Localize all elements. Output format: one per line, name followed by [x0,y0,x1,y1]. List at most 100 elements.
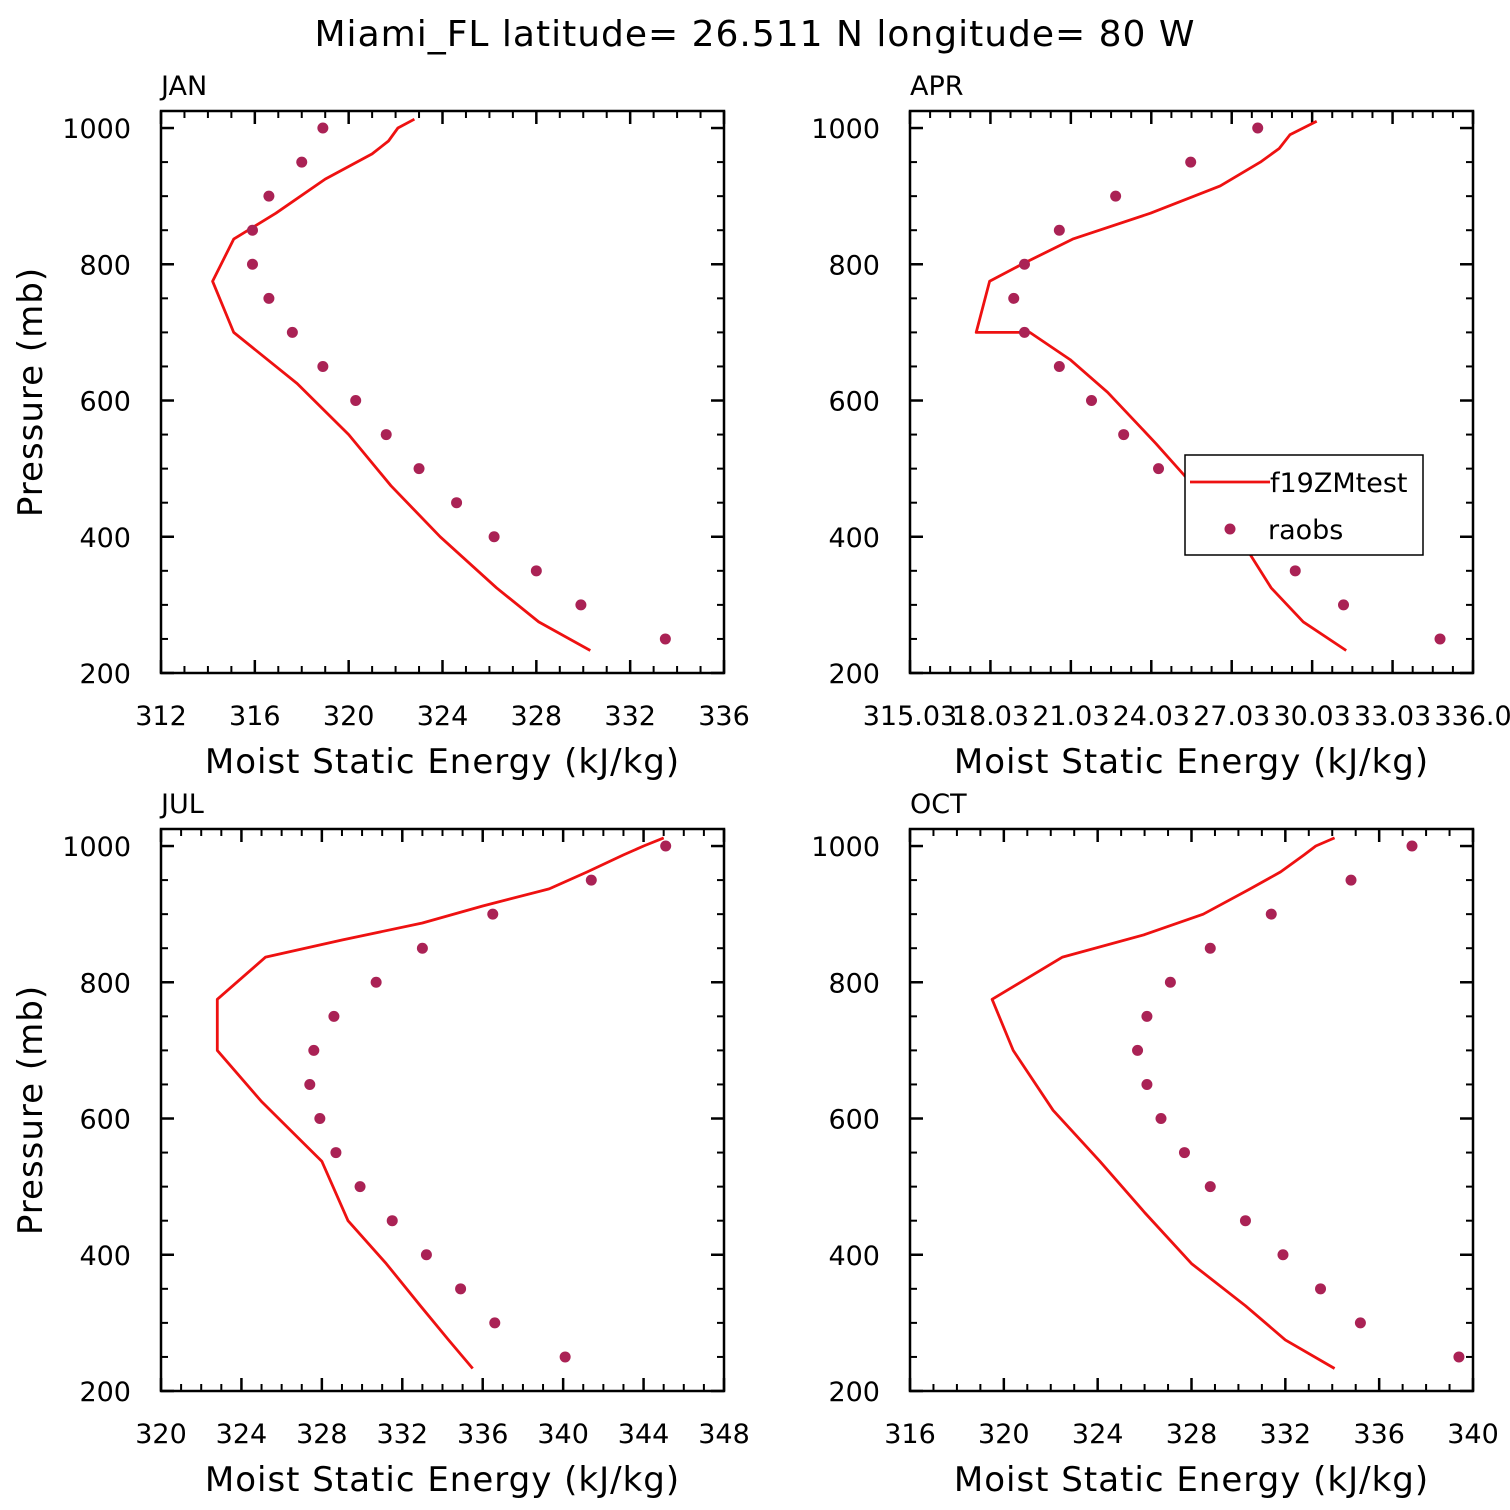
x-axis-label: Moist Static Energy (kJ/kg) [954,1460,1429,1500]
data-point-raobs [1434,633,1446,645]
x-tick-label: 324 [1072,1419,1124,1450]
y-tick-label: 800 [828,250,880,281]
y-tick-label: 600 [828,387,880,418]
data-point-raobs [1155,1113,1167,1125]
data-point-raobs [354,1181,366,1193]
x-tick-label: 24.03 [1113,701,1190,732]
data-point-raobs [1053,360,1065,372]
y-tick-label: 200 [828,1377,880,1408]
panel-oct: 316 320 324 328 332 336 340 200 400 600 800 1000 OCT… [811,789,1498,1500]
y-axis-label: Pressure (mb) [11,985,51,1235]
x-tick-label: 27.03 [1193,701,1270,732]
data-point-raobs [296,156,308,168]
data-point-raobs [317,122,329,134]
data-point-raobs [386,1215,398,1227]
panel-label: APR [910,71,964,102]
data-point-raobs [1018,258,1030,270]
data-point-raobs [317,360,329,372]
data-point-raobs [350,395,362,407]
data-point-raobs [1053,224,1065,236]
y-tick-label: 800 [79,250,131,281]
plot-frame [159,827,726,1393]
x-axis-label: Moist Static Energy (kJ/kg) [954,742,1429,782]
y-tick-label: 800 [79,968,131,999]
data-point-raobs [1204,1181,1216,1193]
x-tick-label: 328 [511,701,563,732]
data-point-raobs [1008,292,1020,304]
legend-box [1184,454,1424,556]
y-tick-label: 800 [828,968,880,999]
data-point-raobs [487,908,499,920]
data-point-raobs [1265,908,1277,920]
data-point-raobs [1453,1351,1465,1363]
x-tick-label: 312 [135,701,187,732]
panel-jan: 312 316 320 324 328 332 336 200 400 600 800 1000 JAN… [11,71,750,782]
data-point-raobs [308,1044,320,1056]
data-point-raobs [1086,395,1098,407]
y-tick-label: 1000 [811,832,880,863]
y-tick-label: 400 [828,1241,880,1272]
data-point-raobs [559,1351,571,1363]
x-tick-label: 332 [604,701,656,732]
data-point-raobs [575,599,587,611]
data-point-raobs [1132,1044,1144,1056]
y-tick-label: 400 [828,523,880,554]
data-point-raobs [1204,942,1216,954]
legend-dot-swatch [1224,523,1236,535]
x-tick-label: 332 [1260,1419,1312,1450]
data-point-raobs [370,976,382,988]
data-point-raobs [1239,1215,1251,1227]
data-point-raobs [246,224,258,236]
y-tick-label: 600 [79,387,131,418]
panel-label: JAN [159,71,207,102]
figure-title: Miami_FL latitude= 26.511 N longitude= 8… [315,14,1196,55]
data-point-raobs [1354,1317,1366,1329]
series-line-f19ZMtest [215,836,665,1370]
data-point-raobs [1252,122,1264,134]
data-point-raobs [1178,1147,1190,1159]
data-point-raobs [488,531,500,543]
x-tick-label: 21.03 [1032,701,1109,732]
data-point-raobs [416,942,428,954]
data-point-raobs [304,1078,316,1090]
data-point-raobs [1277,1249,1289,1261]
y-tick-label: 600 [828,1105,880,1136]
x-tick-label: 324 [216,1419,268,1450]
plot-frame [908,109,1475,675]
legend-label-raobs: raobs [1268,515,1343,546]
panel-label: OCT [910,789,967,820]
data-point-raobs [489,1317,501,1329]
plot-frame [908,827,1475,1393]
x-tick-label: 324 [417,701,469,732]
x-tick-label: 316 [884,1419,936,1450]
data-point-raobs [1185,156,1197,168]
data-point-raobs [314,1113,326,1125]
data-point-raobs [1153,463,1165,475]
x-tick-label: 320 [978,1419,1030,1450]
data-point-raobs [659,633,671,645]
series-line-f19ZMtest [990,836,1336,1370]
x-tick-label: 316 [229,701,281,732]
data-point-raobs [413,463,425,475]
data-point-raobs [420,1249,432,1261]
data-point-raobs [1345,874,1357,886]
x-tick-label: 340 [1447,1419,1499,1450]
data-point-raobs [246,258,258,270]
data-point-raobs [451,497,463,509]
x-tick-label: 336 [457,1419,509,1450]
data-point-raobs [263,292,275,304]
data-point-raobs [1118,429,1130,441]
x-tick-label: 328 [296,1419,348,1450]
panel-label: JUL [159,789,204,820]
x-tick-label: 336 [1353,1419,1405,1450]
y-tick-label: 600 [79,1105,131,1136]
data-point-raobs [585,874,597,886]
y-tick-label: 400 [79,523,131,554]
x-tick-label: 33.03 [1354,701,1431,732]
x-tick-label: 18.03 [952,701,1029,732]
data-point-raobs [1110,190,1122,202]
y-tick-label: 200 [79,1377,131,1408]
data-point-raobs [1315,1283,1327,1295]
